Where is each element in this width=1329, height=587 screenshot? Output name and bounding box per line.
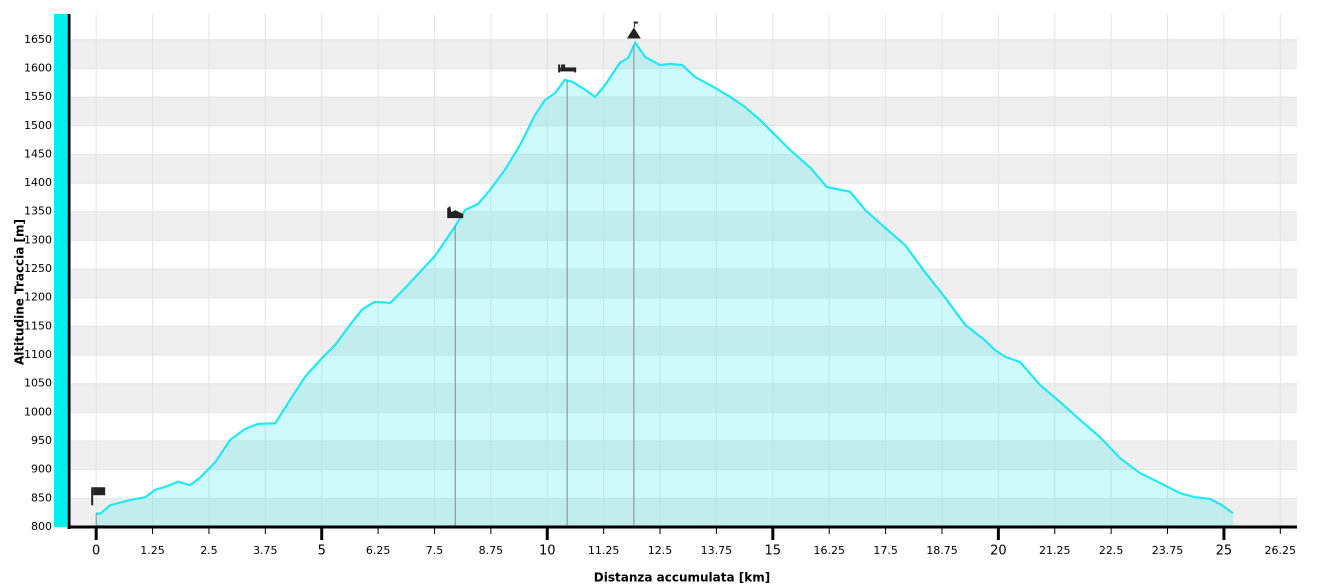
grid-band [70, 97, 1297, 126]
x-tick-label: 12.5 [648, 544, 673, 557]
x-tick-label: 13.75 [701, 544, 733, 557]
grid-band [70, 211, 1297, 241]
y-tick-label: 950 [31, 434, 52, 447]
axes: 8008509009501000105011001150120012501300… [24, 14, 1297, 559]
waypoint-icon [91, 487, 106, 506]
area-fill [96, 42, 1233, 528]
grid-band [70, 383, 1297, 413]
y-tick-label: 1400 [24, 176, 52, 189]
grid-band [70, 269, 1297, 298]
x-tick-label: 25 [1216, 544, 1233, 559]
x-tick-label: 6.25 [366, 544, 391, 557]
x-tick-label: 8.75 [479, 544, 504, 557]
x-axis-title: Distanza accumulata [km] [594, 571, 770, 585]
x-tick-label: 17.5 [873, 544, 898, 557]
grid-band [70, 441, 1297, 470]
y-tick-label: 1350 [24, 205, 52, 218]
x-tick-label: 2.5 [200, 544, 218, 557]
x-tick-label: 21.25 [1039, 544, 1071, 557]
x-tick-label: 22.5 [1099, 544, 1124, 557]
y-tick-label: 800 [31, 520, 52, 533]
y-tick-label: 1600 [24, 61, 52, 74]
grid-band [70, 154, 1297, 184]
y-tick-label: 900 [31, 463, 52, 476]
x-tick-label: 1.25 [140, 544, 165, 557]
grid-band [70, 326, 1297, 356]
x-tick-label: 16.25 [813, 544, 845, 557]
x-tick-label: 26.25 [1265, 544, 1297, 557]
y-tick-label: 850 [31, 491, 52, 504]
grid-band [70, 39, 1297, 69]
y-tick-label: 1200 [24, 291, 52, 304]
x-tick-label: 11.25 [588, 544, 620, 557]
grid-band [70, 498, 1297, 527]
plot [91, 21, 1234, 528]
y-axis-title: Altitudine Traccia [m] [13, 219, 27, 365]
y-tick-label: 1050 [24, 377, 52, 390]
x-tick-label: 23.75 [1152, 544, 1184, 557]
waypoint-icon [447, 206, 464, 219]
y-tick-label: 1000 [24, 405, 52, 418]
x-tick-label: 0 [92, 544, 100, 559]
x-tick-label: 18.75 [926, 544, 958, 557]
x-tick-label: 10 [539, 544, 556, 559]
y-tick-label: 1100 [24, 348, 52, 361]
x-tick-label: 20 [990, 544, 1007, 559]
y-tick-label: 1450 [24, 147, 52, 160]
x-tick-label: 5 [318, 544, 326, 559]
y-tick-label: 1500 [24, 119, 52, 132]
y-tick-label: 1300 [24, 233, 52, 246]
y-tick-label: 1150 [24, 319, 52, 332]
x-tick-label: 3.75 [253, 544, 278, 557]
x-tick-label: 15 [765, 544, 782, 559]
y-tick-label: 1650 [24, 33, 52, 46]
profile-line [96, 40, 1234, 515]
waypoint-icon [558, 64, 577, 73]
waypoint-icon [626, 21, 641, 39]
grid [70, 14, 1297, 528]
y-tick-label: 1250 [24, 262, 52, 275]
side-bar [54, 14, 67, 527]
y-tick-label: 1550 [24, 90, 52, 103]
x-tick-label: 7.5 [426, 544, 444, 557]
